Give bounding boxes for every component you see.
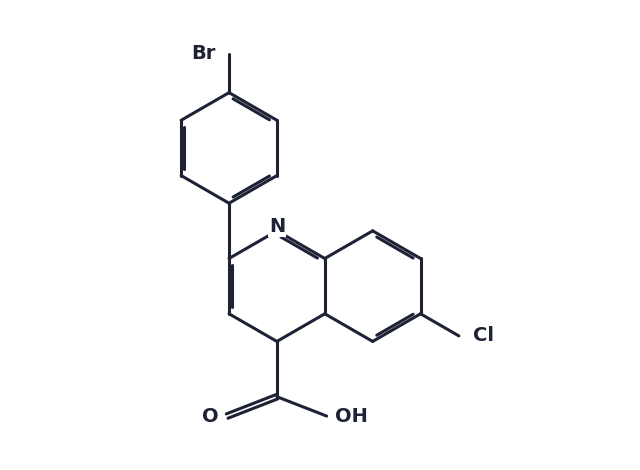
Text: Br: Br	[191, 45, 215, 63]
Text: OH: OH	[335, 407, 368, 425]
Text: O: O	[202, 407, 219, 425]
Text: Cl: Cl	[473, 326, 493, 345]
Text: N: N	[269, 218, 285, 236]
